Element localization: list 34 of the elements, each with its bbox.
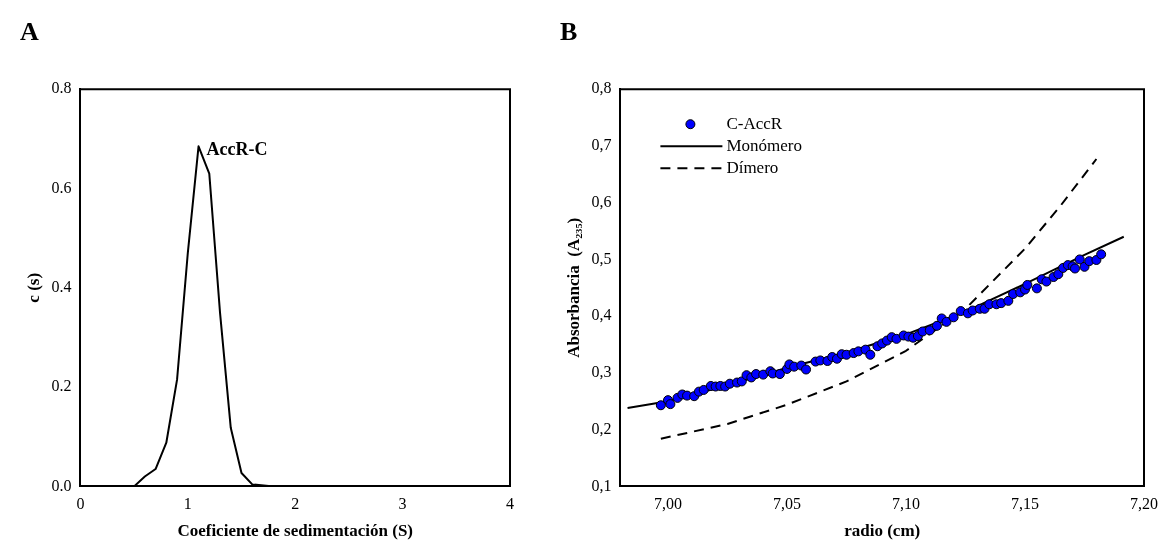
x-axis-title: radio (cm)	[844, 521, 921, 541]
x-tick-label: 7,05	[773, 495, 801, 513]
y-tick-label: 0,4	[591, 306, 612, 324]
x-tick-label: 1	[183, 495, 192, 513]
y-tick-label: 0,3	[591, 363, 612, 381]
y-tick-label: 0,5	[591, 249, 612, 267]
y-tick-label: 0.8	[51, 79, 72, 97]
x-tick-label: 7,00	[654, 495, 682, 513]
x-tick-label: 7,10	[892, 495, 920, 513]
y-tick-label: 0.6	[51, 178, 72, 196]
x-axis-title: Coeficiente de sedimentación (S)	[177, 521, 413, 541]
x-tick-label: 3	[398, 495, 407, 513]
y-axis-title: c (s)	[23, 272, 43, 303]
chart-title: A	[20, 17, 39, 47]
x-tick-label: 4	[506, 495, 514, 513]
y-tick-label: 0.2	[51, 377, 72, 395]
y-tick-label: 0,8	[591, 79, 612, 97]
y-tick-label: 0,7	[591, 136, 612, 154]
x-tick-label: 7,20	[1130, 495, 1158, 513]
chart-title: B	[560, 17, 578, 47]
line-series	[659, 157, 1098, 440]
y-axis-title: Absorbancia (A₂₃₅)	[563, 217, 583, 358]
y-tick-label: 0,1	[591, 476, 612, 494]
legend-label: C-AccR	[726, 113, 783, 133]
y-tick-label: 0.0	[51, 476, 72, 494]
y-tick-label: 0,6	[591, 192, 612, 210]
legend-label: Monómero	[726, 135, 802, 155]
x-tick-label: 0	[76, 495, 85, 513]
annotation: AccR-C	[206, 138, 268, 159]
legend-label: Dímero	[726, 157, 779, 177]
x-tick-label: 7,15	[1011, 495, 1039, 513]
x-tick-label: 2	[291, 495, 300, 513]
y-tick-label: 0,2	[591, 419, 612, 437]
y-tick-label: 0.4	[51, 278, 72, 295]
